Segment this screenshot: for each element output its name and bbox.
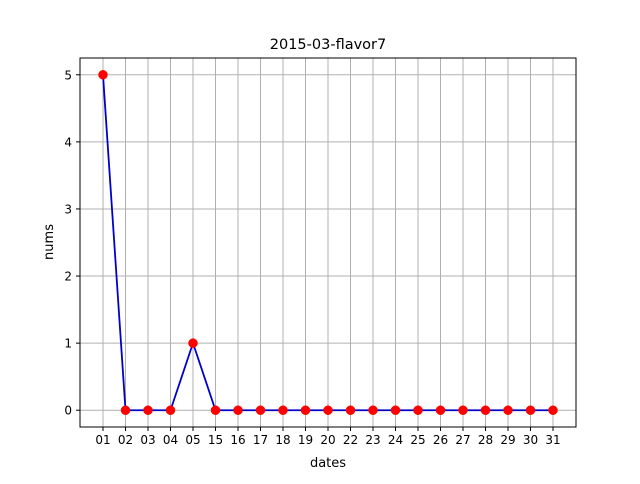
data-point-marker [98, 70, 108, 80]
x-tick-label: 20 [320, 433, 335, 447]
data-point-marker [413, 405, 423, 415]
y-tick-label: 4 [64, 135, 72, 149]
data-point-marker [368, 405, 378, 415]
data-point-marker [188, 338, 198, 348]
x-tick-label: 24 [388, 433, 403, 447]
data-point-marker [255, 405, 266, 415]
chart-title: 2015-03-flavor7 [270, 37, 386, 53]
x-tick-label: 18 [275, 433, 290, 447]
x-tick-label: 15 [208, 433, 223, 447]
data-point-marker [480, 405, 491, 415]
x-tick-label: 25 [410, 433, 425, 447]
x-tick-label: 17 [253, 433, 268, 447]
data-point-marker [278, 405, 288, 415]
x-tick-label: 29 [500, 433, 515, 447]
grid [80, 58, 576, 427]
data-point-marker [323, 405, 333, 415]
data-point-marker [435, 405, 446, 415]
y-tick-label: 0 [64, 404, 72, 418]
y-tick-label: 5 [64, 68, 72, 82]
y-tick-label: 1 [64, 337, 72, 351]
x-tick-label: 23 [365, 433, 380, 447]
data-point-marker [165, 405, 176, 415]
data-point-marker [345, 405, 356, 415]
y-axis-label: nums [42, 224, 57, 260]
x-tick-label: 03 [140, 433, 155, 447]
data-point-marker [210, 405, 221, 415]
x-axis-label: dates [310, 456, 346, 471]
x-tick-label: 01 [95, 433, 110, 447]
data-point-marker [143, 405, 153, 415]
x-axis: 01 02 03 04 05 15 16 17 18 19 20 22 23 24 25 26 27 28 29 30… [95, 427, 561, 447]
x-tick-label: 04 [163, 433, 178, 447]
data-point-marker [525, 405, 536, 415]
data-point-marker [233, 405, 243, 415]
data-point-marker [120, 405, 131, 415]
data-point-marker [548, 405, 558, 415]
data-point-marker [300, 405, 311, 415]
data-point-marker [390, 405, 401, 415]
y-axis: 0 1 2 3 4 5 [64, 68, 80, 418]
y-tick-label: 2 [64, 270, 72, 284]
x-tick-label: 02 [118, 433, 133, 447]
x-tick-label: 19 [298, 433, 313, 447]
x-tick-label: 22 [343, 433, 358, 447]
data-point-marker [458, 405, 468, 415]
data-point-marker [503, 405, 513, 415]
series-layer [98, 70, 558, 415]
x-tick-label: 31 [545, 433, 560, 447]
x-tick-label: 26 [433, 433, 448, 447]
x-tick-label: 16 [230, 433, 245, 447]
x-tick-label: 27 [455, 433, 470, 447]
x-tick-label: 05 [185, 433, 200, 447]
y-tick-label: 3 [64, 202, 72, 216]
x-tick-label: 28 [478, 433, 493, 447]
x-tick-label: 30 [523, 433, 538, 447]
